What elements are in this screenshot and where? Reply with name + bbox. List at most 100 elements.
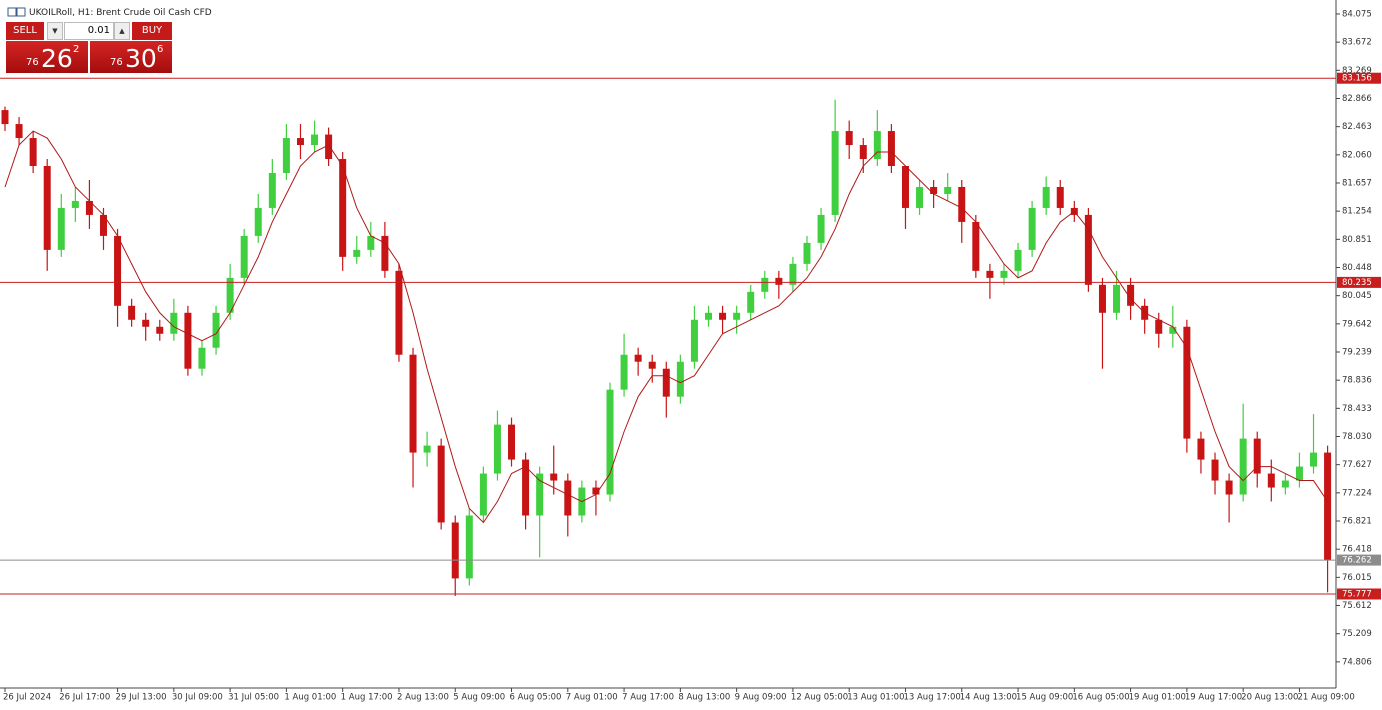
- y-tick-label: 81.254: [1342, 207, 1372, 217]
- candle-body: [1267, 473, 1275, 488]
- volume-up[interactable]: ▲: [114, 22, 130, 40]
- candle-body: [592, 487, 600, 495]
- y-tick-label: 76.821: [1342, 517, 1372, 527]
- candle-body: [395, 270, 403, 355]
- chart-header: UKOILRoll, H1: Brent Crude Oil Cash CFD: [29, 8, 212, 18]
- price-prefix: 76: [110, 57, 123, 68]
- candle-body: [1295, 466, 1303, 481]
- x-tick-label: 13 Aug 17:00: [903, 693, 960, 703]
- candle-body: [1056, 186, 1064, 208]
- candle-body: [311, 134, 319, 146]
- candle-body: [1000, 270, 1008, 278]
- x-tick-label: 7 Aug 01:00: [566, 693, 618, 703]
- candle-body: [1211, 459, 1219, 481]
- buy-button[interactable]: BUY: [132, 22, 172, 40]
- candle-body: [212, 312, 220, 348]
- x-tick-label: 12 Aug 05:00: [791, 693, 848, 703]
- y-tick-label: 80.045: [1342, 291, 1372, 301]
- y-tick-label: 83.269: [1342, 66, 1372, 76]
- price-level-label: 83.156: [1342, 74, 1372, 84]
- candle-body: [339, 159, 347, 257]
- buy-price[interactable]: 76 30 6: [90, 41, 172, 73]
- candle-body: [493, 424, 501, 474]
- candle-body: [775, 277, 783, 285]
- candle-body: [536, 473, 544, 516]
- candle-body: [381, 235, 389, 271]
- candle-body: [733, 312, 741, 320]
- candle-body: [353, 249, 361, 257]
- candle-body: [648, 361, 656, 369]
- candle-body: [620, 354, 628, 390]
- candle-body: [508, 424, 516, 460]
- y-tick-label: 82.060: [1342, 150, 1372, 160]
- x-tick-label: 29 Jul 13:00: [116, 693, 167, 703]
- candle-body: [986, 270, 994, 278]
- price-level-box: [1337, 72, 1381, 84]
- y-tick-label: 81.657: [1342, 178, 1372, 188]
- candle-body: [367, 235, 375, 250]
- candle-body: [944, 186, 952, 194]
- price-sup: 2: [73, 44, 80, 55]
- candle-body: [845, 131, 853, 146]
- candle-body: [887, 131, 895, 167]
- candle-body: [859, 145, 867, 160]
- x-tick-label: 7 Aug 17:00: [622, 693, 674, 703]
- volume-input[interactable]: 0.01: [64, 22, 114, 40]
- x-tick-label: 16 Aug 05:00: [1072, 693, 1129, 703]
- x-tick-label: 6 Aug 05:00: [510, 693, 562, 703]
- x-tick-label: 15 Aug 09:00: [1016, 693, 1073, 703]
- x-tick-label: 8 Aug 13:00: [678, 693, 730, 703]
- candle-body: [634, 354, 642, 362]
- x-tick-label: 2 Aug 13:00: [397, 693, 449, 703]
- candle-body: [958, 186, 966, 222]
- x-tick-label: 13 Aug 01:00: [847, 693, 904, 703]
- sell-price[interactable]: 76 26 2: [6, 41, 88, 73]
- y-tick-label: 80.851: [1342, 235, 1372, 245]
- candle-body: [198, 347, 206, 369]
- moving-average: [4, 130, 1328, 524]
- y-tick-label: 75.209: [1342, 629, 1372, 639]
- candle-body: [1042, 186, 1050, 208]
- x-tick-label: 26 Jul 17:00: [59, 693, 110, 703]
- y-tick-label: 84.075: [1342, 9, 1372, 19]
- candle-body: [240, 235, 248, 278]
- candle-body: [550, 473, 558, 481]
- candle-body: [226, 277, 234, 313]
- x-tick-label: 5 Aug 09:00: [453, 693, 505, 703]
- candle-body: [901, 166, 909, 208]
- candle-body: [142, 319, 150, 327]
- candle-body: [1, 110, 9, 125]
- x-tick-label: 30 Jul 09:00: [172, 693, 223, 703]
- volume-down[interactable]: ▼: [47, 22, 63, 40]
- candle-body: [1253, 438, 1261, 474]
- trade-panel: SELL ▼ 0.01 ▲ BUY 76 26 2 76 30 6: [6, 22, 172, 73]
- candle-body: [254, 207, 262, 236]
- y-tick-label: 82.866: [1342, 94, 1372, 104]
- candle-body: [156, 326, 164, 334]
- candle-body: [1183, 326, 1191, 439]
- candle-body: [1014, 249, 1022, 271]
- x-tick-label: 31 Jul 05:00: [228, 693, 279, 703]
- price-prefix: 76: [26, 57, 39, 68]
- y-tick-label: 83.672: [1342, 38, 1372, 48]
- candle-body: [747, 291, 755, 313]
- y-tick-label: 75.612: [1342, 601, 1372, 611]
- candle-body: [325, 134, 333, 160]
- candle-body: [99, 214, 107, 236]
- candle-body: [296, 138, 304, 146]
- x-tick-label: 19 Aug 17:00: [1185, 693, 1242, 703]
- candle-body: [423, 445, 431, 453]
- y-tick-label: 79.642: [1342, 319, 1372, 329]
- price-level-label: 80.235: [1342, 278, 1372, 288]
- candle-body: [930, 186, 938, 194]
- candle-body: [705, 312, 712, 320]
- sell-button[interactable]: SELL: [6, 22, 44, 40]
- candle-body: [282, 138, 290, 173]
- candle-body: [761, 277, 769, 292]
- candle-body: [1310, 452, 1318, 467]
- candle-body: [662, 368, 670, 397]
- candle-body: [437, 445, 445, 523]
- y-tick-label: 78.030: [1342, 432, 1372, 442]
- candle-body: [268, 172, 276, 208]
